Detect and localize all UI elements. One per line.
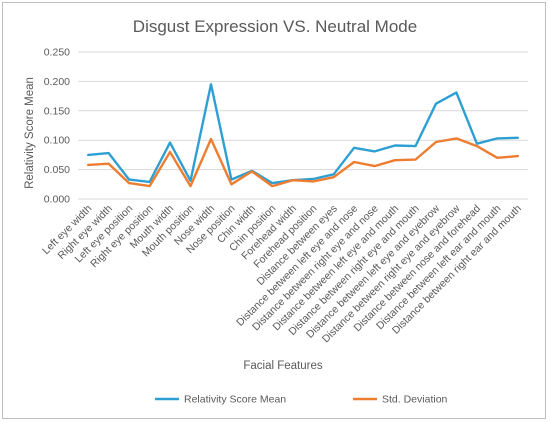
data-point xyxy=(87,154,90,156)
data-point xyxy=(496,157,499,159)
data-point xyxy=(271,182,274,184)
data-point xyxy=(414,145,417,147)
data-point xyxy=(169,151,171,153)
data-point xyxy=(312,178,315,180)
data-point xyxy=(148,185,151,187)
y-tick-label: 0.050 xyxy=(44,164,70,176)
data-point xyxy=(230,183,233,186)
data-point xyxy=(516,137,519,139)
data-point xyxy=(210,138,212,140)
data-point xyxy=(291,179,294,181)
series-line-1 xyxy=(86,83,519,185)
data-point xyxy=(435,141,437,143)
y-tick-label: 0.000 xyxy=(44,194,70,206)
data-point xyxy=(476,142,478,145)
data-point xyxy=(476,145,478,147)
series-line-2 xyxy=(86,137,519,188)
legend-label: Relativity Score Mean xyxy=(184,394,286,406)
data-point xyxy=(435,102,437,105)
chart-title: Disgust Expression VS. Neutral Mode xyxy=(133,17,417,36)
data-point xyxy=(210,83,212,86)
data-point xyxy=(373,165,376,167)
data-point xyxy=(455,91,458,94)
series-lines xyxy=(86,83,519,188)
legend-label: Std. Deviation xyxy=(382,394,448,406)
data-point xyxy=(394,144,396,147)
data-point xyxy=(87,164,90,166)
data-point xyxy=(312,180,315,183)
y-axis-title: Relativity Score Mean xyxy=(24,77,36,189)
chart-frame xyxy=(2,2,546,419)
data-point xyxy=(373,150,376,153)
y-tick-label: 0.150 xyxy=(44,105,70,117)
data-point xyxy=(271,185,274,187)
data-point xyxy=(496,137,499,140)
data-point xyxy=(148,181,151,183)
data-point xyxy=(128,178,130,181)
x-axis-title: Facial Features xyxy=(243,360,323,372)
gridlines xyxy=(78,51,528,200)
data-point xyxy=(107,152,110,154)
data-point xyxy=(230,178,233,181)
data-point xyxy=(169,141,171,144)
legend: Relativity Score Mean Std. Deviation xyxy=(155,394,448,406)
data-point xyxy=(332,173,335,176)
data-point xyxy=(414,158,417,161)
data-point xyxy=(455,137,458,140)
data-point xyxy=(332,176,335,179)
data-point xyxy=(353,161,355,163)
y-tick-label: 0.200 xyxy=(44,76,70,88)
data-point xyxy=(516,155,519,157)
data-point xyxy=(189,185,192,187)
data-point xyxy=(353,147,355,149)
data-point xyxy=(128,182,130,184)
data-point xyxy=(394,159,396,161)
y-tick-label: 0.100 xyxy=(44,135,70,147)
data-point xyxy=(189,179,192,182)
y-axis-ticks: 0.000 0.050 0.100 0.150 0.200 0.250 xyxy=(44,47,70,206)
y-tick-label: 0.250 xyxy=(44,47,70,59)
data-point xyxy=(107,162,110,165)
data-point xyxy=(251,170,253,173)
